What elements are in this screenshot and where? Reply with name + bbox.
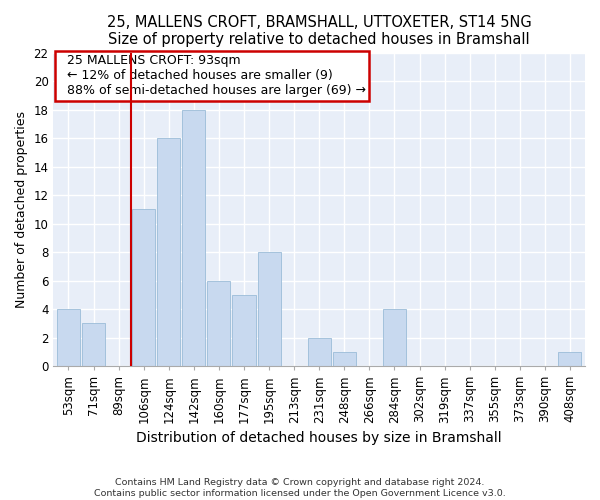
Bar (157, 138, 180, 366)
Bar (333, 352, 356, 366)
Text: Contains HM Land Registry data © Crown copyright and database right 2024.
Contai: Contains HM Land Registry data © Crown c… (94, 478, 506, 498)
Bar (308, 338, 331, 366)
Text: 25 MALLENS CROFT: 93sqm
  ← 12% of detached houses are smaller (9)
  88% of semi: 25 MALLENS CROFT: 93sqm ← 12% of detache… (59, 54, 366, 98)
Bar (232, 295, 256, 366)
X-axis label: Distribution of detached houses by size in Bramshall: Distribution of detached houses by size … (136, 431, 502, 445)
Y-axis label: Number of detached properties: Number of detached properties (15, 111, 28, 308)
Bar (57, 309, 80, 366)
Bar (208, 280, 230, 366)
Bar (132, 210, 155, 366)
Title: 25, MALLENS CROFT, BRAMSHALL, UTTOXETER, ST14 5NG
Size of property relative to d: 25, MALLENS CROFT, BRAMSHALL, UTTOXETER,… (107, 15, 532, 48)
Bar (182, 110, 205, 366)
Bar (257, 252, 281, 366)
Bar (383, 309, 406, 366)
Bar (559, 352, 581, 366)
Bar (82, 324, 105, 366)
